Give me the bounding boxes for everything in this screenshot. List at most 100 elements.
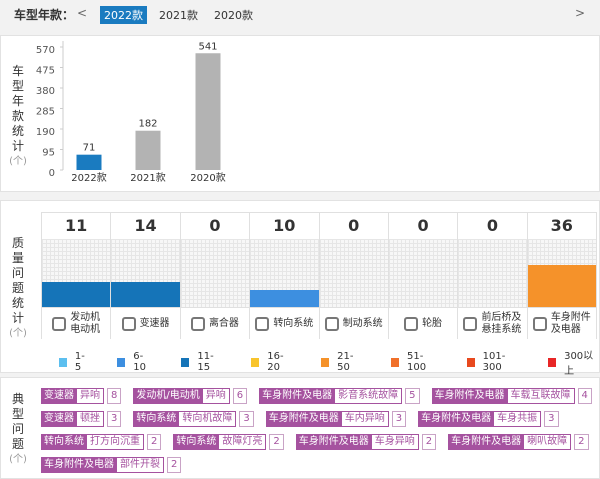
category-label: 制动系统 [342,318,383,329]
issue-tag[interactable]: 车身附件及电器 车身共振 3 [418,411,559,427]
tag-count: 3 [544,411,559,427]
issue-tag[interactable]: 转向系统 转向机故障 3 [133,411,254,427]
issue-tag[interactable]: 转向系统 故障灯亮 2 [173,434,284,450]
tag-system: 车身附件及电器 [265,411,342,427]
legend-swatch [390,357,399,367]
icon [52,317,67,331]
legend-item: 51-100 [390,347,439,377]
title: 典型问题 [11,392,24,451]
quality-panel: 质量问题统计 (个) 11 发动机电动机 14 变速器 0 离合器 10 转向系统 0 制动系统 0 轮… [0,200,600,377]
category: 车身附件及电器 [527,307,596,340]
plot-area [250,239,319,307]
category: 轮胎 [388,307,458,340]
unit: (个) [9,328,27,339]
bar [135,130,161,170]
legend-swatch [466,357,475,367]
bar [111,281,180,307]
issue-tag[interactable]: 车身附件及电器 车身异响 2 [295,434,437,450]
tag-count: 8 [107,388,122,404]
y-tick-label: 0 [49,168,55,179]
bar [42,281,111,307]
legend-swatch [321,357,330,367]
category: 发动机电动机 [42,307,111,340]
count-label: 11 [42,213,111,240]
y-tick-label: 190 [36,127,55,138]
tag-count: 5 [405,388,420,404]
category-label: 离合器 [208,318,239,329]
icon [463,317,478,331]
column: 36 车身附件及电器 [527,213,597,340]
category-label: 车身附件及电器 [550,312,591,335]
tag-system: 车身附件及电器 [418,411,495,427]
x-tick-label: 2021款 [130,171,165,184]
plot-area [388,239,458,307]
legend-label: 51-100 [406,351,427,373]
count-label: 0 [388,213,458,240]
year-tab[interactable]: 2021款 [159,9,198,22]
tag-count: 2 [269,434,284,450]
y-tick-label: 95 [42,148,55,159]
value-label: 182 [138,119,157,130]
icon [121,317,136,331]
tag-system: 变速器 [41,388,77,404]
tag-issue: 异响 [202,388,230,404]
legend-label: 11-15 [197,351,214,373]
category-label: 转向系统 [273,318,314,329]
tag-count: 3 [107,411,122,427]
bar [250,290,319,307]
issue-tag[interactable]: 车身附件及电器 部件开裂 2 [41,457,182,473]
year-tab[interactable]: 2022款 [100,6,147,24]
issue-tag[interactable]: 车身附件及电器 影音系统故障 5 [259,388,420,404]
x-tick-label: 2020款 [190,171,225,184]
issue-tag[interactable]: 车身附件及电器 喇叭故障 2 [448,434,589,450]
category-label: 轮胎 [422,318,443,329]
value-label: 541 [198,41,217,52]
issue-tag[interactable]: 车身附件及电器 车载互联故障 4 [431,388,592,404]
category: 转向系统 [250,307,319,340]
column: 14 变速器 [111,213,181,340]
tag-system: 转向系统 [41,434,87,450]
year-tab[interactable]: 2020款 [214,9,253,22]
value-label: 71 [83,143,96,154]
title: 质量问题统计 [11,236,24,325]
tag-system: 变速器 [41,411,77,427]
tag-count: 4 [577,388,592,404]
next-button[interactable]: > [575,6,586,20]
tag-system: 发动机/电动机 [133,388,203,404]
plot-area [111,239,180,307]
prev-button[interactable]: < [77,6,88,20]
issue-tag[interactable]: 变速器 异响 8 [41,388,122,404]
year-tabs: 2022款 2021款 2020款 [100,6,265,24]
category: 变速器 [111,307,180,340]
side-title: 车型年款统计 (个) [9,64,27,169]
tag-row: 车身附件及电器 部件开裂 2 [41,457,182,473]
y-tick-label: 475 [36,66,55,77]
column: 0 离合器 [180,213,251,339]
tag-issue: 顿挫 [77,411,104,427]
tag-issue: 车身异响 [371,434,419,450]
tag-row: 变速器 顿挫 3 转向系统 转向机故障 3 车身附件及电器 车内异响 3 车身附件及电器 车身共振 3 [41,411,559,427]
count-label: 36 [527,213,596,240]
bar [195,53,221,170]
icon [404,317,419,331]
legend-item: 16-20 [251,347,293,377]
legend-item: 1-5 [59,347,89,377]
issue-tag[interactable]: 变速器 顿挫 3 [41,411,122,427]
legend-item: 6-10 [117,347,153,377]
legend: 1-5 6-10 11-15 16-20 21-50 51-100 101-300 300以上 [59,347,599,377]
legend-label: 1-5 [74,351,85,373]
legend-swatch [181,357,190,367]
issue-tag[interactable]: 车身附件及电器 车内异响 3 [265,411,407,427]
quality-chart: 11 发动机电动机 14 变速器 0 离合器 10 转向系统 0 制动系统 0 轮胎 0 前后桥及悬挂系统… [41,212,597,339]
tag-system: 车身附件及电器 [448,434,525,450]
issue-tag[interactable]: 发动机/电动机 异响 6 [133,388,248,404]
count-label: 10 [250,213,319,240]
tag-issue: 故障灯亮 [219,434,267,450]
count-label: 14 [111,213,180,240]
legend-item: 21-50 [321,347,363,377]
issue-tag[interactable]: 转向系统 打方向沉重 2 [41,434,162,450]
tag-system: 车身附件及电器 [295,434,372,450]
tag-issue: 影音系统故障 [335,388,403,404]
year-panel: 车型年款统计 (个) 0 95 190 285 380 475 570 71 2022款 182 20… [0,35,600,192]
